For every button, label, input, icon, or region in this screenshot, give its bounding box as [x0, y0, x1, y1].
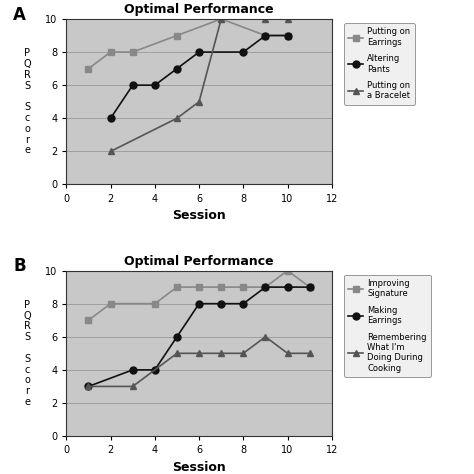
Legend: Improving
Signature, Making
Earrings, Remembering
What I'm
Doing During
Cooking: Improving Signature, Making Earrings, Re… [344, 275, 431, 377]
Title: Optimal Performance: Optimal Performance [124, 3, 274, 17]
Text: B: B [13, 257, 26, 275]
Legend: Putting on
Earrings, Altering
Pants, Putting on
a Bracelet: Putting on Earrings, Altering Pants, Put… [344, 23, 415, 105]
Y-axis label: P
Q
R
S
 
S
c
o
r
e: P Q R S S c o r e [24, 48, 31, 155]
Text: A: A [13, 6, 26, 24]
Y-axis label: P
Q
R
S
 
S
c
o
r
e: P Q R S S c o r e [24, 300, 31, 407]
Title: Optimal Performance: Optimal Performance [124, 255, 274, 268]
X-axis label: Session: Session [172, 209, 226, 222]
X-axis label: Session: Session [172, 461, 226, 474]
